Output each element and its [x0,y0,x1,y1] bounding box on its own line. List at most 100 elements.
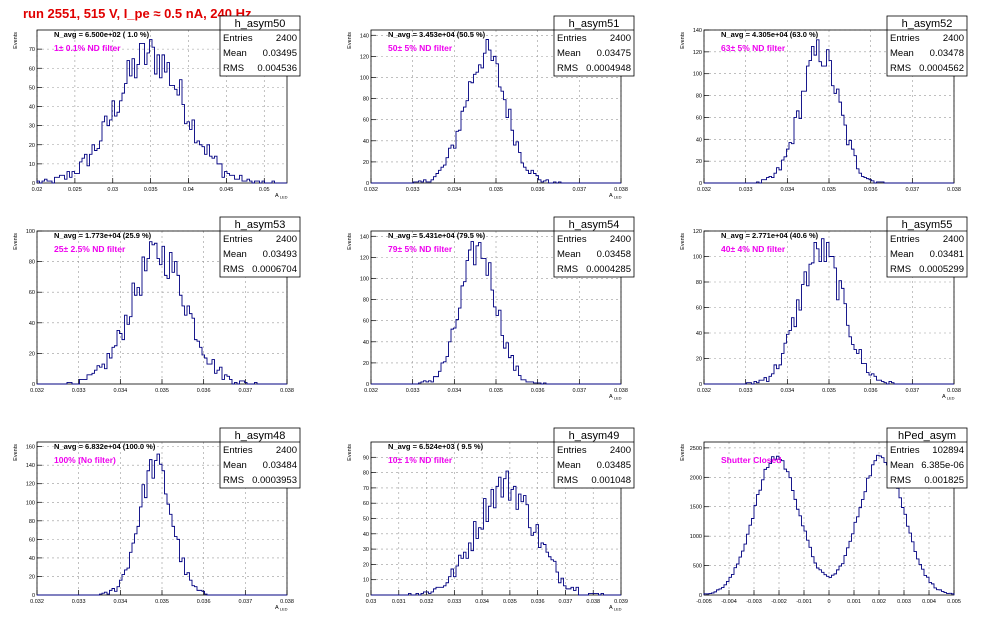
navg-annotation: N_avg = 4.305e+04 (63.0 %) [721,30,819,39]
stat-value: 0.03484 [263,460,297,471]
x-tick-label: 0.033 [72,388,86,394]
x-tick-label: 0.002 [872,599,886,605]
y-axis-label: Events [13,444,19,461]
y-tick-label: 70 [29,47,35,53]
y-tick-label: 2500 [690,446,702,452]
stats-box [886,427,968,489]
navg-annotation: N_avg = 5.431e+04 (79.5 %) [388,231,486,240]
stat-value: 0.001825 [924,475,964,486]
x-tick-label: 0.037 [238,388,252,394]
y-tick-label: 100 [693,255,702,261]
x-tick-label: 0.02 [32,187,43,193]
stat-value: 0.0004948 [586,63,631,74]
y-tick-label: 0 [366,382,369,388]
x-tick-label: 0.035 [822,187,836,193]
x-tick-label: 0.038 [280,388,294,394]
stat-value: 2400 [943,33,964,44]
x-tick-label: 0.035 [503,599,517,605]
stat-value: 0.001048 [591,475,631,486]
y-tick-label: 40 [363,139,369,145]
y-tick-label: 80 [363,298,369,304]
x-axis-label: A LED [275,193,288,200]
y-tick-label: 50 [29,85,35,91]
histogram-name: h_asym52 [902,18,953,30]
y-tick-label: 60 [363,501,369,507]
x-tick-label: 0.003 [897,599,911,605]
stats-box [886,15,968,77]
stat-label: RMS [557,475,578,486]
stat-label: RMS [557,264,578,275]
y-axis-label: Events [680,233,686,250]
filter-label: 50± 5% ND filter [388,43,453,53]
stat-label: RMS [557,63,578,74]
x-tick-label: 0.035 [155,388,169,394]
x-tick-label: 0.038 [947,187,961,193]
x-axis-label: A LED [609,193,622,200]
x-tick-label: 0.034 [113,599,127,605]
y-tick-label: 80 [29,519,35,525]
stat-label: RMS [890,63,911,74]
y-tick-label: 0 [32,593,35,599]
x-tick-label: 0.036 [864,187,878,193]
y-tick-label: 40 [29,105,35,111]
x-tick-label: 0.04 [183,187,194,193]
stat-label: Entries [890,33,920,44]
x-tick-label: 0.033 [406,388,420,394]
y-tick-label: 40 [696,137,702,143]
histogram-line [704,238,954,385]
x-tick-label: 0.036 [864,388,878,394]
y-tick-label: 40 [363,340,369,346]
stat-label: Mean [557,48,581,59]
y-tick-label: 40 [363,532,369,538]
y-tick-label: 80 [696,94,702,100]
x-tick-label: 0.036 [197,388,211,394]
y-tick-label: 140 [360,33,369,39]
x-tick-label: 0.004 [922,599,936,605]
panel-h_asym48: 0.032 0.033 0.034 0.035 0.036 0.037 0.038 0 20 40… [13,427,301,612]
x-tick-label: 0.032 [364,187,378,193]
y-axis-label: Events [13,32,19,49]
stat-value: 0.03481 [930,249,964,260]
x-tick-label: -0.005 [696,599,712,605]
histogram-name: h_asym49 [569,430,620,442]
x-tick-label: 0.032 [364,388,378,394]
y-tick-label: 100 [360,75,369,81]
y-axis-label: Events [347,444,353,461]
stat-label: Mean [223,460,247,471]
x-tick-label: 0.033 [739,388,753,394]
x-tick-label: 0.034 [447,388,461,394]
stat-label: Mean [557,460,581,471]
y-tick-label: 100 [26,229,35,235]
stat-label: RMS [223,475,244,486]
y-tick-label: 40 [29,556,35,562]
x-tick-label: 0.032 [697,187,711,193]
stat-value: 0.0004285 [586,264,631,275]
y-tick-label: 120 [360,255,369,261]
stat-label: Entries [890,445,920,456]
stat-value: 0.03493 [263,249,297,260]
x-tick-label: -0.001 [796,599,812,605]
x-tick-label: 0.035 [489,388,503,394]
x-tick-label: 0.035 [489,187,503,193]
y-tick-label: 0 [366,181,369,187]
stat-value: 2400 [610,445,631,456]
navg-annotation: N_avg = 6.832e+04 (100.0 %) [54,442,156,451]
histogram-name: h_asym53 [235,219,286,231]
x-tick-label: 0.033 [739,187,753,193]
x-tick-label: 0.032 [30,599,44,605]
panel-h_asym51: 0.032 0.033 0.034 0.035 0.036 0.037 0.038 0 20 40… [347,15,635,200]
histogram-line [37,453,287,596]
y-tick-label: 2000 [690,475,702,481]
stat-label: RMS [890,475,911,486]
y-tick-label: 60 [696,115,702,121]
stats-box [219,427,301,489]
x-tick-label: 0.036 [531,388,545,394]
x-tick-label: 0.03 [366,599,377,605]
x-tick-label: 0.033 [447,599,461,605]
histogram-name: hPed_asym [898,430,956,442]
x-tick-label: 0.034 [447,187,461,193]
histogram-line [36,39,287,184]
stat-label: Mean [223,249,247,260]
y-tick-label: 60 [29,66,35,72]
x-tick-label: 0.033 [406,187,420,193]
